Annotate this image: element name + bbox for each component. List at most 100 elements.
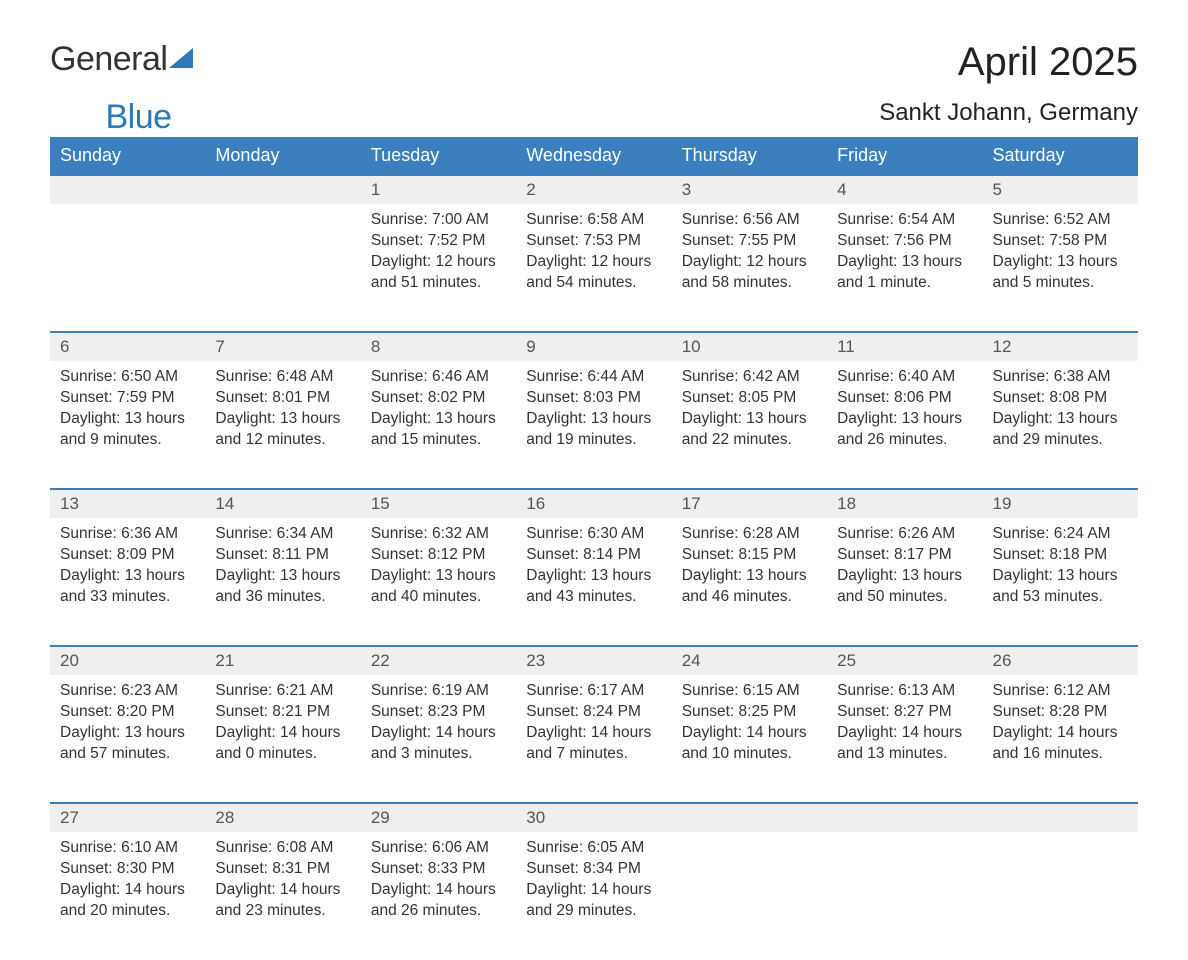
day-number-row: 12345 (50, 175, 1138, 204)
logo-line2: General Blue (50, 98, 172, 137)
day-number: 24 (672, 646, 827, 675)
day-number-row: 6789101112 (50, 332, 1138, 361)
daylight-text: and 12 minutes. (215, 430, 350, 451)
day-cell: Sunrise: 6:26 AMSunset: 8:17 PMDaylight:… (827, 518, 982, 646)
day-number (672, 803, 827, 832)
daylight-text: Daylight: 13 hours (526, 566, 661, 587)
day-number: 1 (361, 175, 516, 204)
sunrise-text: Sunrise: 6:15 AM (682, 681, 817, 702)
daylight-text: and 16 minutes. (993, 744, 1128, 765)
sunset-text: Sunset: 8:15 PM (682, 545, 817, 566)
sunrise-text: Sunrise: 6:42 AM (682, 367, 817, 388)
day-number-row: 13141516171819 (50, 489, 1138, 518)
day-number: 3 (672, 175, 827, 204)
sunset-text: Sunset: 7:59 PM (60, 388, 195, 409)
sunset-text: Sunset: 8:06 PM (837, 388, 972, 409)
day-cell: Sunrise: 6:34 AMSunset: 8:11 PMDaylight:… (205, 518, 360, 646)
day-cell: Sunrise: 6:17 AMSunset: 8:24 PMDaylight:… (516, 675, 671, 803)
day-cell: Sunrise: 6:52 AMSunset: 7:58 PMDaylight:… (983, 204, 1138, 332)
sunset-text: Sunset: 8:02 PM (371, 388, 506, 409)
sunrise-text: Sunrise: 6:52 AM (993, 210, 1128, 231)
day-cell: Sunrise: 6:48 AMSunset: 8:01 PMDaylight:… (205, 361, 360, 489)
day-detail-row: Sunrise: 7:00 AMSunset: 7:52 PMDaylight:… (50, 204, 1138, 332)
sunrise-text: Sunrise: 6:34 AM (215, 524, 350, 545)
sunrise-text: Sunrise: 6:46 AM (371, 367, 506, 388)
daylight-text: Daylight: 13 hours (371, 566, 506, 587)
sunrise-text: Sunrise: 6:56 AM (682, 210, 817, 231)
daylight-text: Daylight: 13 hours (215, 409, 350, 430)
daylight-text: and 29 minutes. (993, 430, 1128, 451)
sunset-text: Sunset: 7:52 PM (371, 231, 506, 252)
daylight-text: Daylight: 13 hours (993, 566, 1128, 587)
daylight-text: and 3 minutes. (371, 744, 506, 765)
sunset-text: Sunset: 8:14 PM (526, 545, 661, 566)
day-cell: Sunrise: 6:42 AMSunset: 8:05 PMDaylight:… (672, 361, 827, 489)
day-number: 17 (672, 489, 827, 518)
day-number: 8 (361, 332, 516, 361)
daylight-text: Daylight: 13 hours (837, 252, 972, 273)
daylight-text: and 15 minutes. (371, 430, 506, 451)
day-number: 16 (516, 489, 671, 518)
sunrise-text: Sunrise: 6:40 AM (837, 367, 972, 388)
sunset-text: Sunset: 8:01 PM (215, 388, 350, 409)
daylight-text: Daylight: 13 hours (682, 409, 817, 430)
daylight-text: and 10 minutes. (682, 744, 817, 765)
sunrise-text: Sunrise: 6:36 AM (60, 524, 195, 545)
weekday-header-row: Sunday Monday Tuesday Wednesday Thursday… (50, 137, 1138, 175)
weekday-header: Sunday (50, 137, 205, 175)
daylight-text: and 36 minutes. (215, 587, 350, 608)
day-number-row: 20212223242526 (50, 646, 1138, 675)
sunrise-text: Sunrise: 6:21 AM (215, 681, 350, 702)
sunset-text: Sunset: 7:58 PM (993, 231, 1128, 252)
sunset-text: Sunset: 8:11 PM (215, 545, 350, 566)
day-cell: Sunrise: 6:08 AMSunset: 8:31 PMDaylight:… (205, 832, 360, 960)
sunset-text: Sunset: 8:27 PM (837, 702, 972, 723)
day-number (205, 175, 360, 204)
sunset-text: Sunset: 8:18 PM (993, 545, 1128, 566)
sunset-text: Sunset: 8:28 PM (993, 702, 1128, 723)
sunset-text: Sunset: 8:12 PM (371, 545, 506, 566)
daylight-text: and 1 minute. (837, 273, 972, 294)
daylight-text: and 53 minutes. (993, 587, 1128, 608)
sunset-text: Sunset: 8:23 PM (371, 702, 506, 723)
sunrise-text: Sunrise: 6:28 AM (682, 524, 817, 545)
sunrise-text: Sunrise: 6:50 AM (60, 367, 195, 388)
daylight-text: and 13 minutes. (837, 744, 972, 765)
day-cell: Sunrise: 6:58 AMSunset: 7:53 PMDaylight:… (516, 204, 671, 332)
daylight-text: Daylight: 13 hours (993, 252, 1128, 273)
daylight-text: Daylight: 12 hours (371, 252, 506, 273)
daylight-text: Daylight: 13 hours (371, 409, 506, 430)
weekday-header: Wednesday (516, 137, 671, 175)
logo-text-blue: Blue (105, 98, 171, 137)
day-detail-row: Sunrise: 6:23 AMSunset: 8:20 PMDaylight:… (50, 675, 1138, 803)
daylight-text: and 29 minutes. (526, 901, 661, 922)
sunset-text: Sunset: 7:55 PM (682, 231, 817, 252)
day-number (50, 175, 205, 204)
daylight-text: Daylight: 13 hours (60, 723, 195, 744)
day-number: 12 (983, 332, 1138, 361)
sunrise-text: Sunrise: 6:44 AM (526, 367, 661, 388)
daylight-text: Daylight: 14 hours (215, 880, 350, 901)
daylight-text: Daylight: 12 hours (682, 252, 817, 273)
daylight-text: Daylight: 14 hours (60, 880, 195, 901)
weekday-header: Saturday (983, 137, 1138, 175)
daylight-text: and 0 minutes. (215, 744, 350, 765)
sunrise-text: Sunrise: 6:24 AM (993, 524, 1128, 545)
day-number: 10 (672, 332, 827, 361)
day-number: 21 (205, 646, 360, 675)
day-number: 13 (50, 489, 205, 518)
day-number: 20 (50, 646, 205, 675)
daylight-text: and 40 minutes. (371, 587, 506, 608)
sail-icon (169, 48, 193, 68)
day-cell: Sunrise: 6:28 AMSunset: 8:15 PMDaylight:… (672, 518, 827, 646)
daylight-text: Daylight: 13 hours (60, 566, 195, 587)
day-detail-row: Sunrise: 6:50 AMSunset: 7:59 PM Daylight:… (50, 361, 1138, 489)
day-cell: Sunrise: 6:30 AMSunset: 8:14 PMDaylight:… (516, 518, 671, 646)
sunset-text: Sunset: 8:05 PM (682, 388, 817, 409)
sunset-text: Sunset: 8:25 PM (682, 702, 817, 723)
day-cell: Sunrise: 7:00 AMSunset: 7:52 PMDaylight:… (361, 204, 516, 332)
daylight-text: and 9 minutes. (60, 430, 195, 451)
day-number: 29 (361, 803, 516, 832)
day-cell: Sunrise: 6:50 AMSunset: 7:59 PMDaylight:… (50, 361, 205, 489)
logo-text-general: General (50, 40, 167, 79)
